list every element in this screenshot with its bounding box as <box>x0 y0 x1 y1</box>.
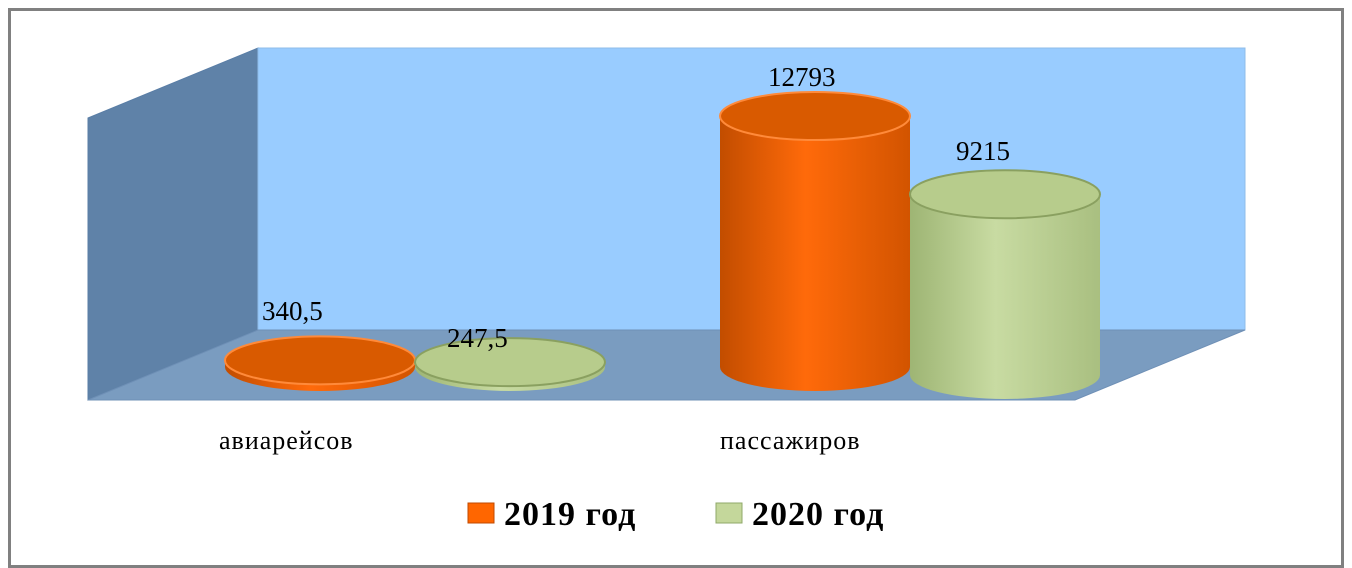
data-label: 340,5 <box>262 296 323 326</box>
legend: 2019 год 2020 год <box>467 496 884 533</box>
legend-swatch-2020 <box>715 502 743 524</box>
bar-top <box>909 169 1101 220</box>
bar-body <box>910 194 1100 375</box>
data-label: 247,5 <box>447 323 508 353</box>
data-label: 9215 <box>956 136 1010 166</box>
bar-body <box>720 116 910 367</box>
bar-top <box>224 335 416 386</box>
chart: 340,5 12793 247,5 9215 авиарейсов пассаж… <box>87 47 1246 533</box>
bar-top <box>414 337 606 388</box>
legend-label: 2019 год <box>504 496 636 533</box>
bar-2019-год-1 <box>719 91 911 391</box>
bar-2019-год-0 <box>224 335 416 391</box>
bar-2020-год-1 <box>909 169 1101 399</box>
category-label: авиарейсов <box>219 426 354 455</box>
category-label: пассажиров <box>720 426 861 455</box>
data-label: 12793 <box>768 62 836 92</box>
legend-swatch-2019 <box>467 502 495 524</box>
bar-2020-год-0 <box>414 337 606 391</box>
bars-group <box>224 91 1101 399</box>
bar-top <box>719 91 911 142</box>
legend-label: 2020 год <box>752 496 884 533</box>
